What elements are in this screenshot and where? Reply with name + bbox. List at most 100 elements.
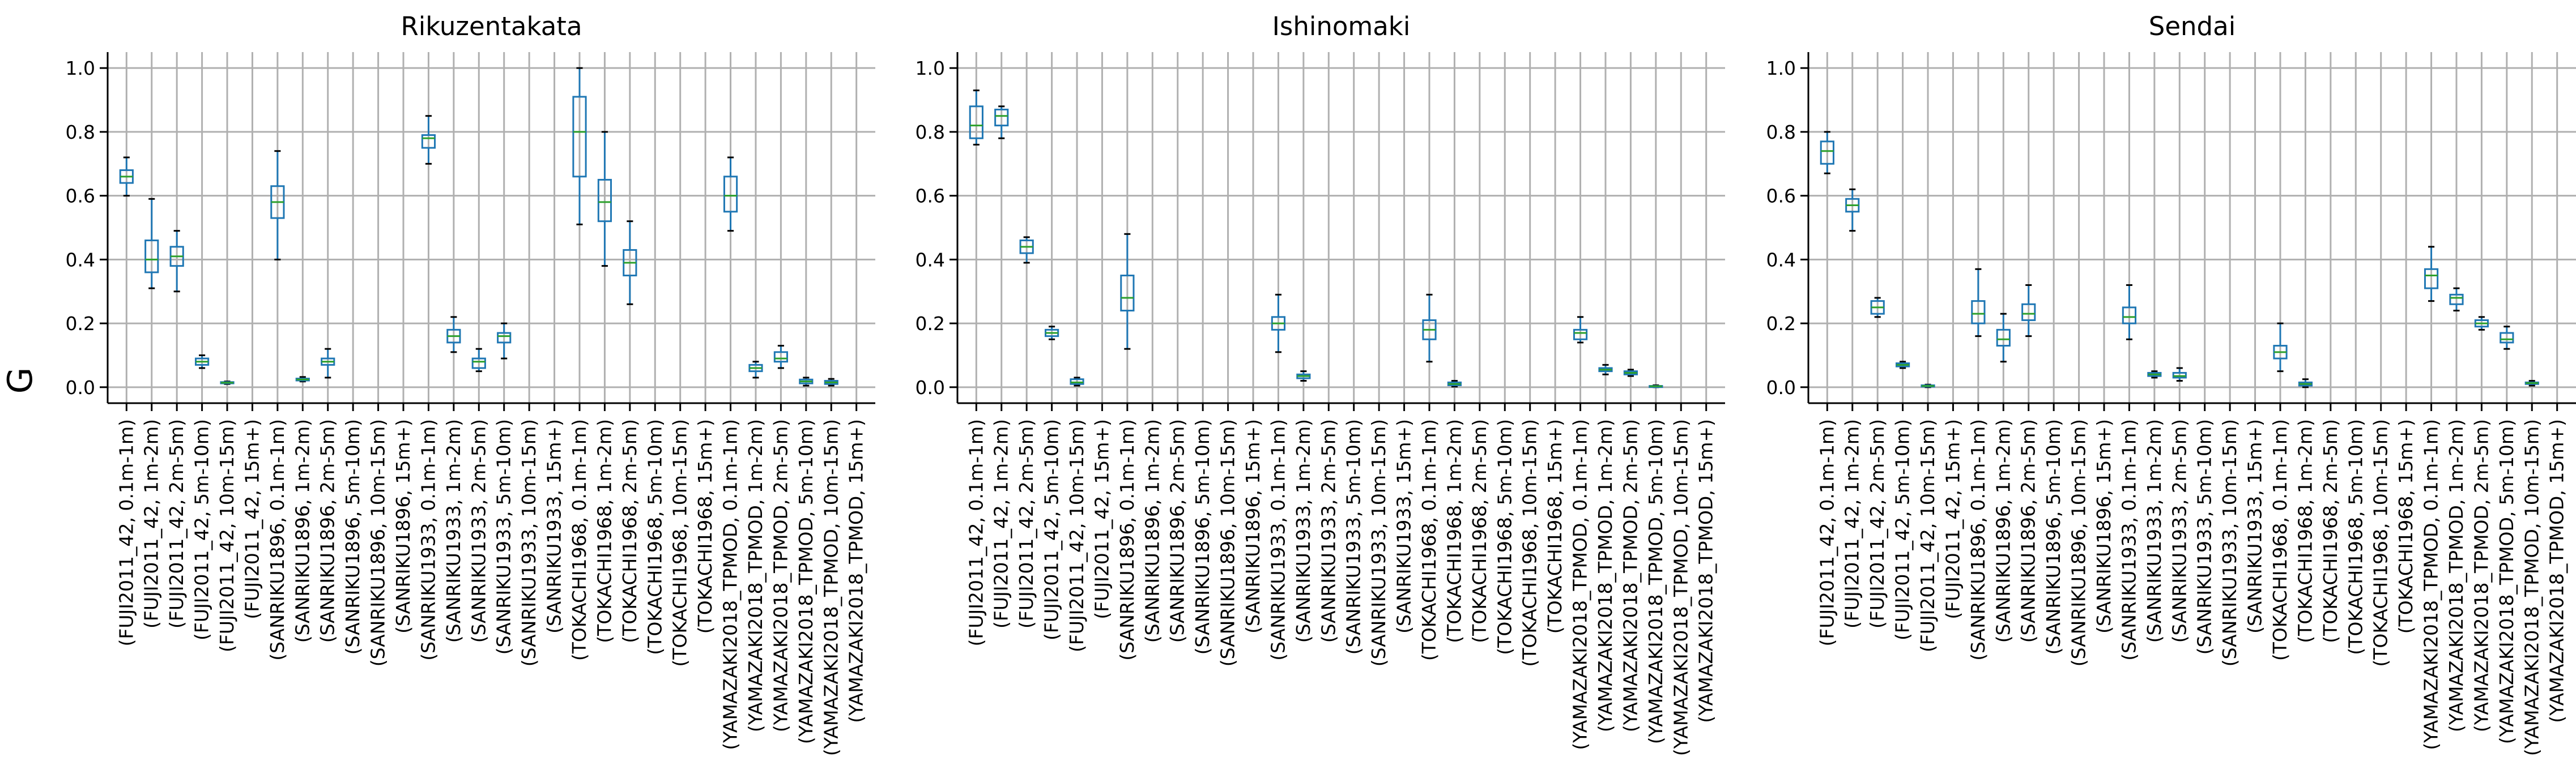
box-3 (1019, 236, 1034, 264)
box-20 (1447, 380, 1462, 388)
x-tick-label: (SANRIKU1933, 15m+) (2244, 419, 2266, 634)
x-tick-label: (SANRIKU1933, 1m-2m) (442, 419, 465, 643)
box-26 (1598, 364, 1613, 375)
x-tick-label: (FUJI2011_42, 10m-15m) (1917, 419, 1939, 652)
box-3 (1870, 297, 1885, 318)
x-tick-label: (YAMAZAKI2018_TPMOD, 5m-10m) (1645, 419, 1667, 744)
box-2 (1845, 188, 1860, 232)
box-5 (1070, 377, 1084, 387)
x-tick-label: (TOKACHI1968, 15m+) (1544, 419, 1566, 634)
x-tick-label: (SANRIKU1933, 0.1m-1m) (417, 419, 439, 661)
x-tick-label: (TOKACHI1968, 15m+) (694, 419, 716, 634)
x-tick-label: (YAMAZAKI2018_TPMOD, 2m-5m) (769, 419, 791, 732)
y-tick-label: 0.4 (1766, 249, 1796, 271)
y-tick-label: 0.0 (916, 377, 945, 399)
x-tick-label: (YAMAZAKI2018_TPMOD, 5m-10m) (2496, 419, 2518, 744)
x-tick-label: (YAMAZAKI2018_TPMOD, 5m-10m) (795, 419, 817, 744)
box-1 (969, 89, 983, 146)
box-26 (2449, 287, 2464, 312)
x-tick-label: (TOKACHI1968, 10m-15m) (2370, 419, 2392, 667)
x-tick-label: (SANRIKU1933, 10m-15m) (518, 419, 540, 666)
y-tick-label: 0.8 (1766, 121, 1796, 143)
box-2 (144, 198, 159, 289)
box-4 (1044, 326, 1059, 340)
x-tick-label: (YAMAZAKI2018_TPMOD, 0.1m-1m) (719, 419, 742, 750)
x-tick-label: (FUJI2011_42, 1m-2m) (1841, 419, 1863, 629)
box-20 (597, 131, 612, 267)
box-iqr (969, 105, 983, 139)
box-iqr (597, 178, 612, 223)
box-28 (1649, 384, 1663, 388)
box-iqr (2424, 268, 2439, 289)
box-8 (295, 376, 310, 383)
y-tick-label: 0.8 (66, 121, 95, 143)
box-26 (748, 361, 763, 379)
x-tick-label: (TOKACHI1968, 10m-15m) (669, 419, 691, 667)
x-tick-label: (TOKACHI1968, 0.1m-1m) (568, 419, 590, 661)
x-tick-label: (SANRIKU1933, 0.1m-1m) (2118, 419, 2140, 661)
x-tick-label: (SANRIKU1933, 10m-15m) (2219, 419, 2241, 666)
y-tick-label: 0.4 (916, 249, 945, 271)
x-tick-label: (TOKACHI1968, 1m-2m) (593, 419, 615, 643)
box-iqr (723, 176, 738, 213)
x-tick-label: (SANRIKU1896, 5m-10m) (2042, 419, 2064, 655)
x-tick-label: (SANRIKU1896, 5m-10m) (342, 419, 364, 655)
box-27 (1623, 369, 1638, 377)
box-iqr (471, 357, 486, 369)
x-tick-label: (FUJI2011_42, 15m+) (1091, 419, 1113, 619)
x-tick-label: (TOKACHI1968, 15m+) (2395, 419, 2417, 634)
box-4 (1895, 361, 1910, 369)
box-5 (1921, 383, 1935, 388)
x-tick-label: (SANRIKU1933, 5m-10m) (2194, 419, 2216, 655)
x-tick-label: (SANRIKU1896, 2m-5m) (1166, 419, 1189, 643)
x-tick-label: (TOKACHI1968, 5m-10m) (2344, 419, 2366, 655)
x-tick-label: (YAMAZAKI2018_TPMOD, 0.1m-1m) (1569, 419, 1591, 750)
y-tick-label: 0.6 (1766, 185, 1796, 207)
x-tick-label: (SANRIKU1896, 10m-15m) (367, 419, 389, 666)
x-tick-label: (SANRIKU1896, 0.1m-1m) (1116, 419, 1138, 661)
x-tick-label: (SANRIKU1933, 10m-15m) (1368, 419, 1390, 666)
subplot-2: 0.0 0.2 0.4 0.6 0.8 1.0 (FUJI2011_42, 0.1m-1m)… (916, 11, 1725, 756)
box-iqr (2449, 293, 2464, 305)
x-tick-label: (SANRIKU1896, 15m+) (392, 419, 414, 634)
x-tick-label: (FUJI2011_42, 2m-5m) (1015, 419, 1037, 629)
x-tick-label: (SANRIKU1896, 15m+) (2093, 419, 2115, 634)
box-19 (2273, 322, 2288, 373)
x-tick-label: (TOKACHI1968, 0.1m-1m) (2269, 419, 2291, 661)
y-tick-label: 0.2 (1766, 313, 1796, 335)
x-tick-label: (FUJI2011_42, 0.1m-1m) (965, 419, 987, 646)
x-tick-label: (FUJI2011_42, 10m-15m) (216, 419, 238, 652)
x-tick-label: (SANRIKU1896, 1m-2m) (291, 419, 313, 643)
box-1 (1820, 131, 1834, 174)
x-tick-label: (SANRIKU1933, 1m-2m) (1292, 419, 1314, 643)
x-tick-label: (YAMAZAKI2018_TPMOD, 10m-15m) (2520, 419, 2543, 756)
box-iqr (1120, 275, 1135, 312)
box-25 (2424, 246, 2439, 302)
box-iqr (144, 240, 159, 273)
x-tick-label: (SANRIKU1933, 5m-10m) (1343, 419, 1365, 655)
x-tick-label: (TOKACHI1968, 2m-5m) (1468, 419, 1491, 643)
subplot-3: 0.0 0.2 0.4 0.6 0.8 1.0 (FUJI2011_42, 0.1m-1m)… (1766, 11, 2576, 756)
box-iqr (1996, 328, 2011, 347)
y-tick-label: 0.0 (1766, 377, 1796, 399)
box-13 (421, 115, 436, 165)
subplot-1: 0.0 0.2 0.4 0.6 0.8 1.0 (FUJI2011_42, 0.1m-1m)… (66, 11, 875, 756)
x-tick-label: (TOKACHI1968, 5m-10m) (1493, 419, 1515, 655)
box-29 (824, 378, 838, 387)
x-tick-label: (YAMAZAKI2018_TPMOD, 2m-5m) (1619, 419, 1641, 732)
box-7 (270, 150, 285, 260)
box-3 (169, 230, 184, 293)
box-iqr (2500, 332, 2514, 344)
x-tick-label: (TOKACHI1968, 10m-15m) (1519, 419, 1541, 667)
x-tick-label: (YAMAZAKI2018_TPMOD, 1m-2m) (744, 419, 767, 732)
x-tick-label: (YAMAZAKI2018_TPMOD, 15m+) (845, 419, 867, 723)
x-tick-label: (FUJI2011_42, 10m-15m) (1066, 419, 1088, 652)
y-tick-label: 0.2 (916, 313, 945, 335)
box-4 (194, 354, 210, 369)
box-9 (321, 348, 335, 379)
x-tick-label: (TOKACHI1968, 2m-5m) (619, 419, 641, 643)
x-tick-label: (FUJI2011_42, 5m-10m) (1041, 419, 1063, 640)
x-tick-label: (YAMAZAKI2018_TPMOD, 1m-2m) (2445, 419, 2467, 732)
box-9 (2021, 284, 2036, 337)
